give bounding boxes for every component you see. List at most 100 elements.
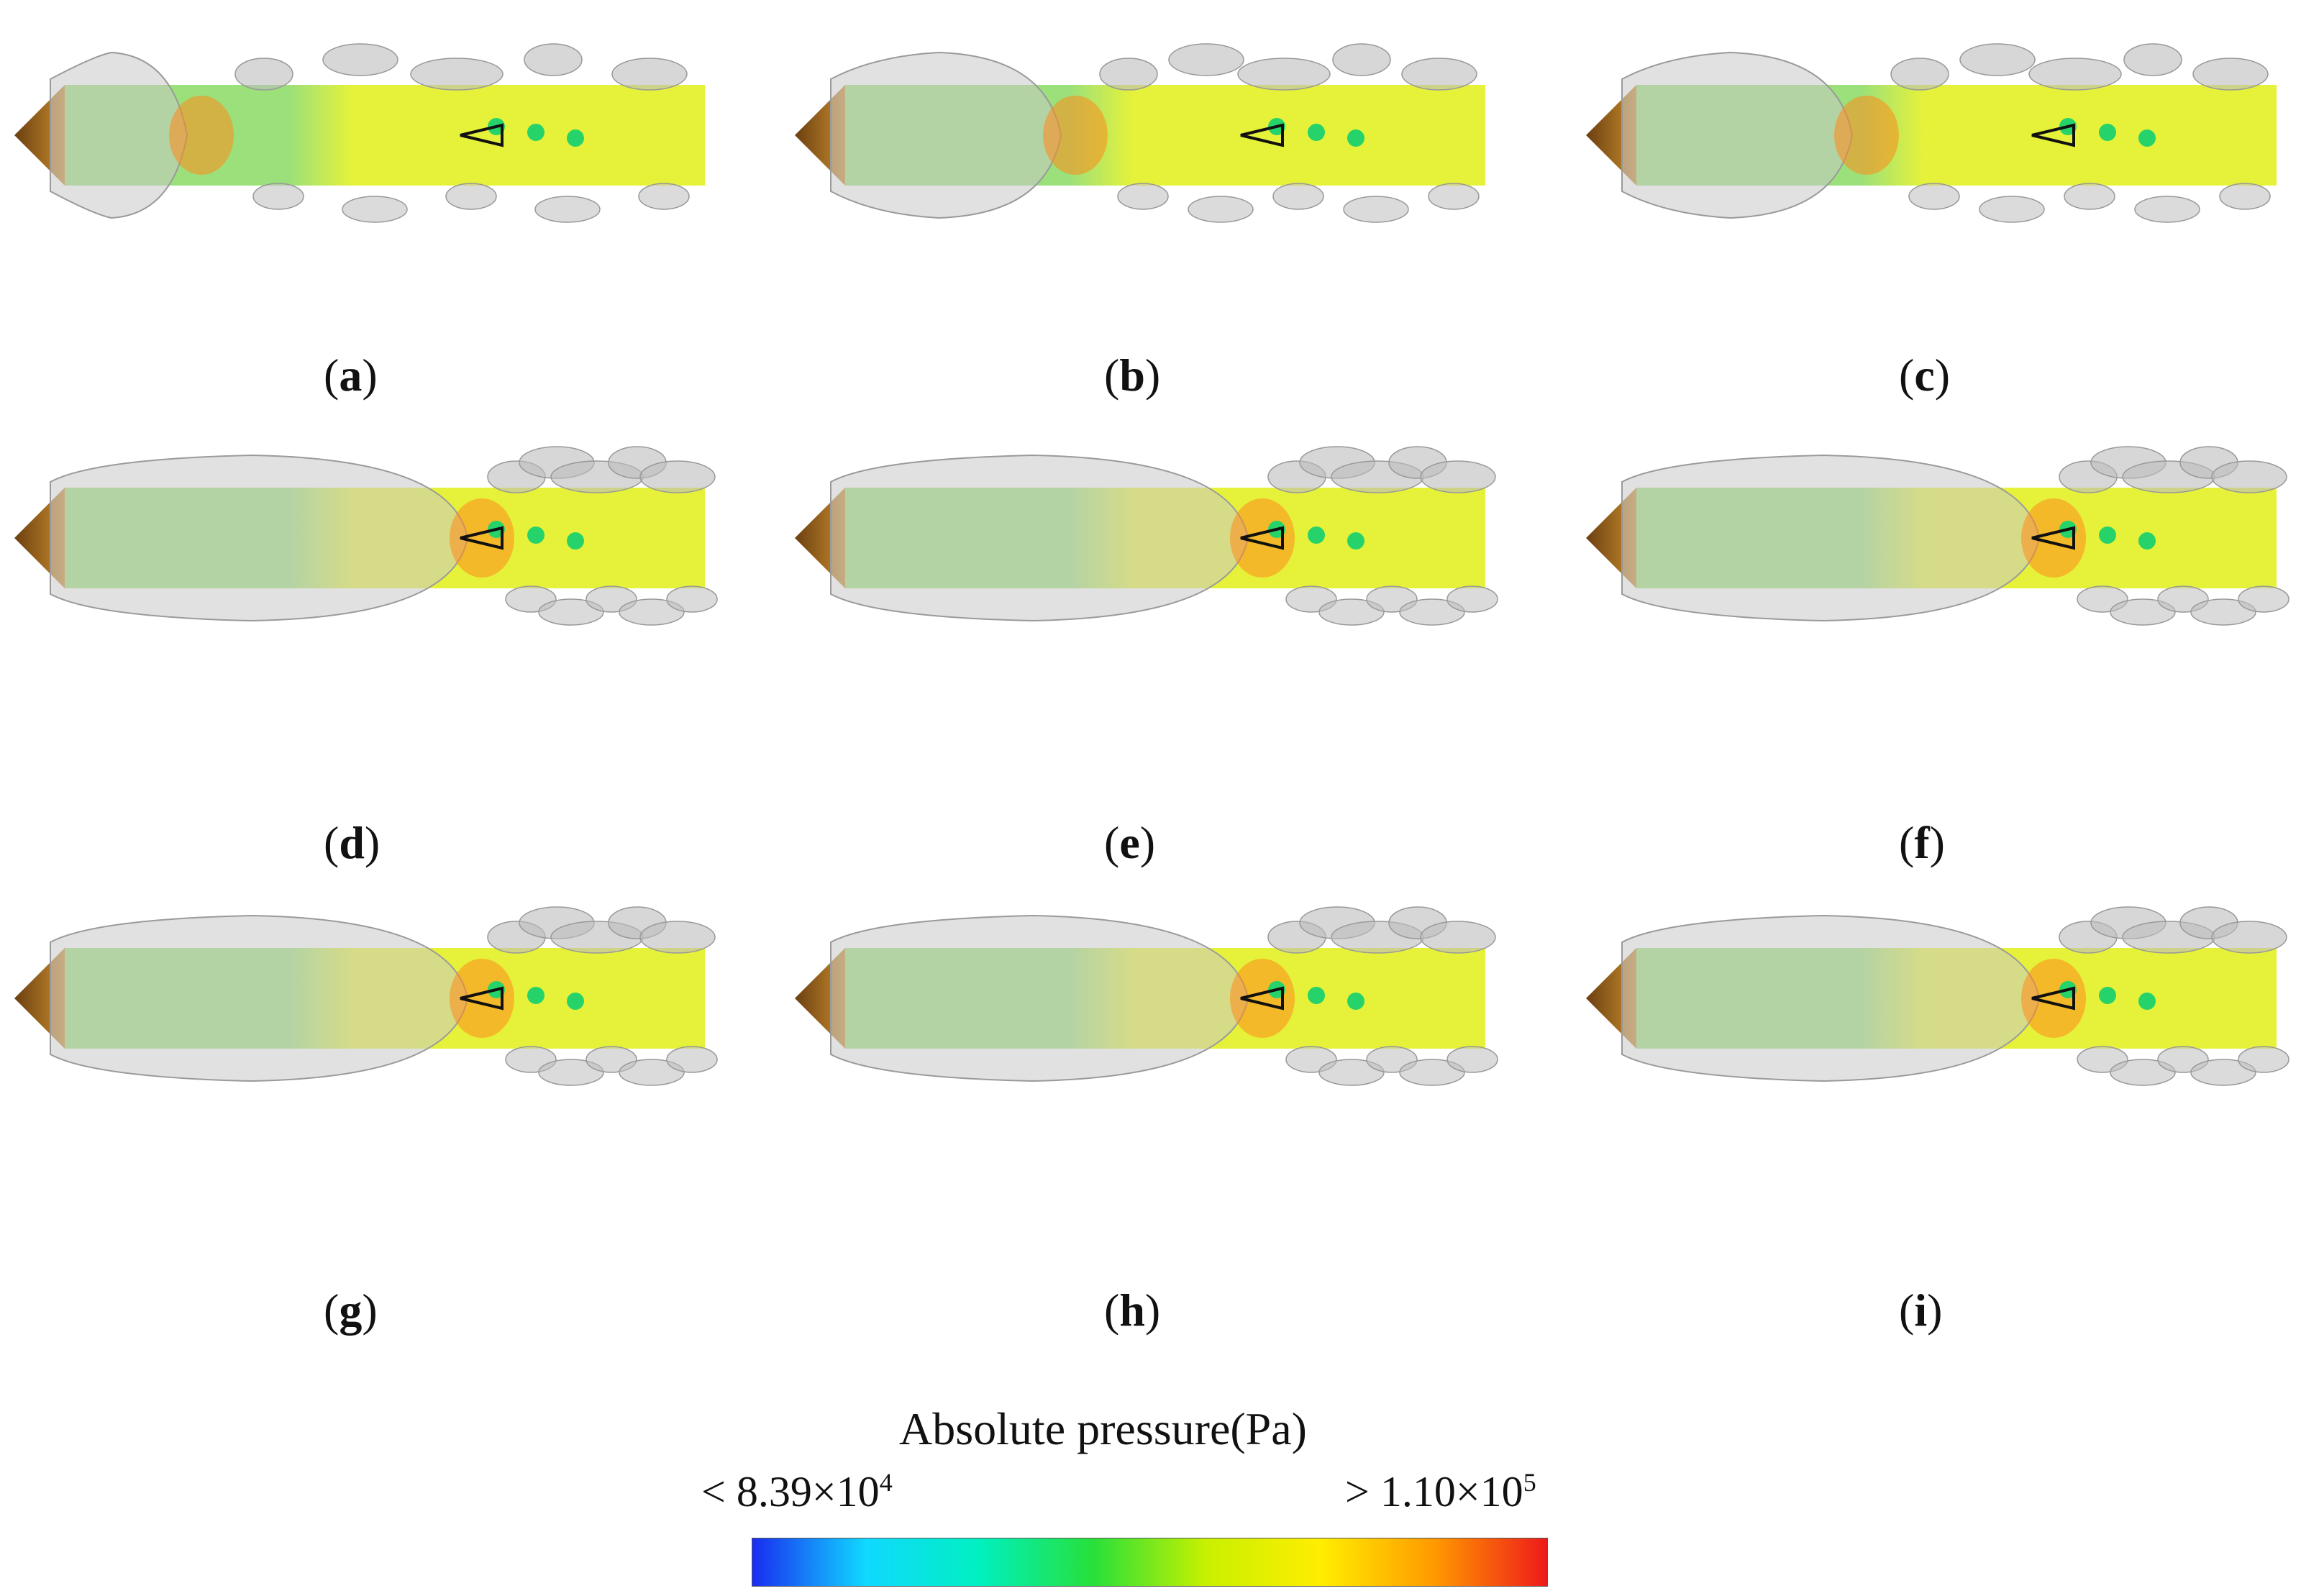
vortex-cloud xyxy=(2190,1059,2256,1086)
low-pressure-spot xyxy=(567,532,584,550)
panel-f-label: f xyxy=(1914,817,1930,868)
monitor-point-marker xyxy=(2031,986,2075,1011)
panel-d-render xyxy=(14,446,718,626)
panel-a-caption: (a) xyxy=(324,350,378,401)
vortex-cloud xyxy=(2190,598,2256,626)
vortex-cloud xyxy=(1908,183,1960,210)
vortex-cloud xyxy=(534,196,601,223)
vortex-cloud xyxy=(1318,598,1385,626)
monitor-point-marker xyxy=(2031,526,2075,550)
panel-b xyxy=(788,43,1493,288)
panel-c-render xyxy=(1586,43,2277,223)
panel-i-caption: (i) xyxy=(1899,1285,1943,1336)
vortex-cloud xyxy=(1099,58,1158,91)
vortex-cloud xyxy=(2110,1059,2176,1086)
vortex-cloud xyxy=(1959,43,2036,76)
closure-pressure-zone xyxy=(450,959,514,1038)
closure-pressure-zone xyxy=(2021,498,2086,578)
low-pressure-spot xyxy=(1347,129,1364,147)
monitor-point-marker xyxy=(460,526,504,550)
low-pressure-spot xyxy=(2099,526,2116,544)
low-pressure-spot xyxy=(527,124,545,141)
panel-h xyxy=(788,906,1498,1151)
vortex-cloud xyxy=(1168,43,1244,76)
vortex-cloud xyxy=(666,585,718,613)
vortex-cloud xyxy=(2110,598,2176,626)
colorbar-title: Absolute pressure(Pa) xyxy=(899,1403,1307,1454)
closure-pressure-zone xyxy=(1230,498,1295,578)
vortex-cloud xyxy=(1446,1046,1498,1073)
panel-f-caption: (f) xyxy=(1899,817,1945,868)
vortex-cloud xyxy=(2211,921,2287,954)
colorbar-min-label: < 8.39×104 xyxy=(701,1467,893,1517)
cavity-bubble xyxy=(50,51,188,219)
cavity-bubble xyxy=(830,454,1249,622)
panel-d-label: d xyxy=(339,817,365,868)
panel-d-caption: (d) xyxy=(324,817,381,868)
vortex-cloud xyxy=(2211,460,2287,493)
low-pressure-spot xyxy=(527,987,545,1004)
panel-i xyxy=(1579,906,2289,1151)
vortex-cloud xyxy=(1318,1059,1385,1086)
panel-g xyxy=(7,906,718,1151)
vortex-cloud xyxy=(2123,43,2182,76)
vortex-cloud xyxy=(2064,183,2115,210)
vortex-cloud xyxy=(1117,183,1169,210)
panel-c-label: c xyxy=(1914,350,1935,401)
panel-g-render xyxy=(14,906,718,1086)
vortex-cloud xyxy=(538,1059,604,1086)
vortex-cloud xyxy=(2219,183,2271,210)
low-pressure-spot xyxy=(2099,987,2116,1004)
cavity-bubble xyxy=(50,914,469,1082)
low-pressure-spot xyxy=(1308,987,1325,1004)
panel-e-caption: (e) xyxy=(1104,817,1156,868)
panel-i-label: i xyxy=(1914,1285,1928,1336)
closure-pressure-zone xyxy=(450,498,514,578)
vortex-cloud xyxy=(2238,1046,2289,1073)
cavity-bubble xyxy=(1621,51,1854,219)
vortex-cloud xyxy=(1890,58,1949,91)
panel-h-caption: (h) xyxy=(1104,1285,1161,1336)
vortex-cloud xyxy=(2238,585,2289,613)
vortex-cloud xyxy=(611,58,688,91)
panel-f-render xyxy=(1586,446,2289,626)
vortex-cloud xyxy=(524,43,583,76)
panel-d xyxy=(7,446,718,690)
vortex-cloud xyxy=(1420,921,1496,954)
vortex-cloud xyxy=(1272,183,1324,210)
vortex-cloud xyxy=(638,183,690,210)
vortex-cloud xyxy=(1446,585,1498,613)
closure-pressure-zone xyxy=(169,96,234,175)
low-pressure-spot xyxy=(2099,124,2116,141)
low-pressure-spot xyxy=(2138,993,2156,1010)
low-pressure-spot xyxy=(2138,532,2156,550)
monitor-point-marker xyxy=(1240,526,1284,550)
vortex-cloud xyxy=(445,183,497,210)
panel-h-render xyxy=(795,906,1498,1086)
colorbar-max-exponent: 5 xyxy=(1523,1468,1536,1497)
monitor-point-marker xyxy=(2031,123,2075,147)
vortex-cloud xyxy=(1237,58,1331,91)
low-pressure-spot xyxy=(1347,993,1364,1010)
monitor-point-marker xyxy=(460,986,504,1011)
panel-a xyxy=(7,43,712,288)
panel-e-label: e xyxy=(1119,817,1140,868)
vortex-cloud xyxy=(2134,196,2200,223)
vortex-cloud xyxy=(410,58,504,91)
monitor-point-marker xyxy=(460,123,504,147)
vortex-cloud xyxy=(639,921,716,954)
vortex-cloud xyxy=(1401,58,1477,91)
panel-f xyxy=(1579,446,2289,690)
panel-b-label: b xyxy=(1119,350,1145,401)
monitor-point-marker xyxy=(1240,123,1284,147)
vortex-cloud xyxy=(322,43,398,76)
closure-pressure-zone xyxy=(2021,959,2086,1038)
cavity-bubble xyxy=(1621,914,2041,1082)
panel-g-caption: (g) xyxy=(324,1285,378,1336)
panel-b-render xyxy=(795,43,1485,223)
panel-b-caption: (b) xyxy=(1104,350,1161,401)
vortex-cloud xyxy=(1399,598,1465,626)
cavity-bubble xyxy=(50,454,469,622)
vortex-cloud xyxy=(2192,58,2269,91)
vortex-cloud xyxy=(666,1046,718,1073)
